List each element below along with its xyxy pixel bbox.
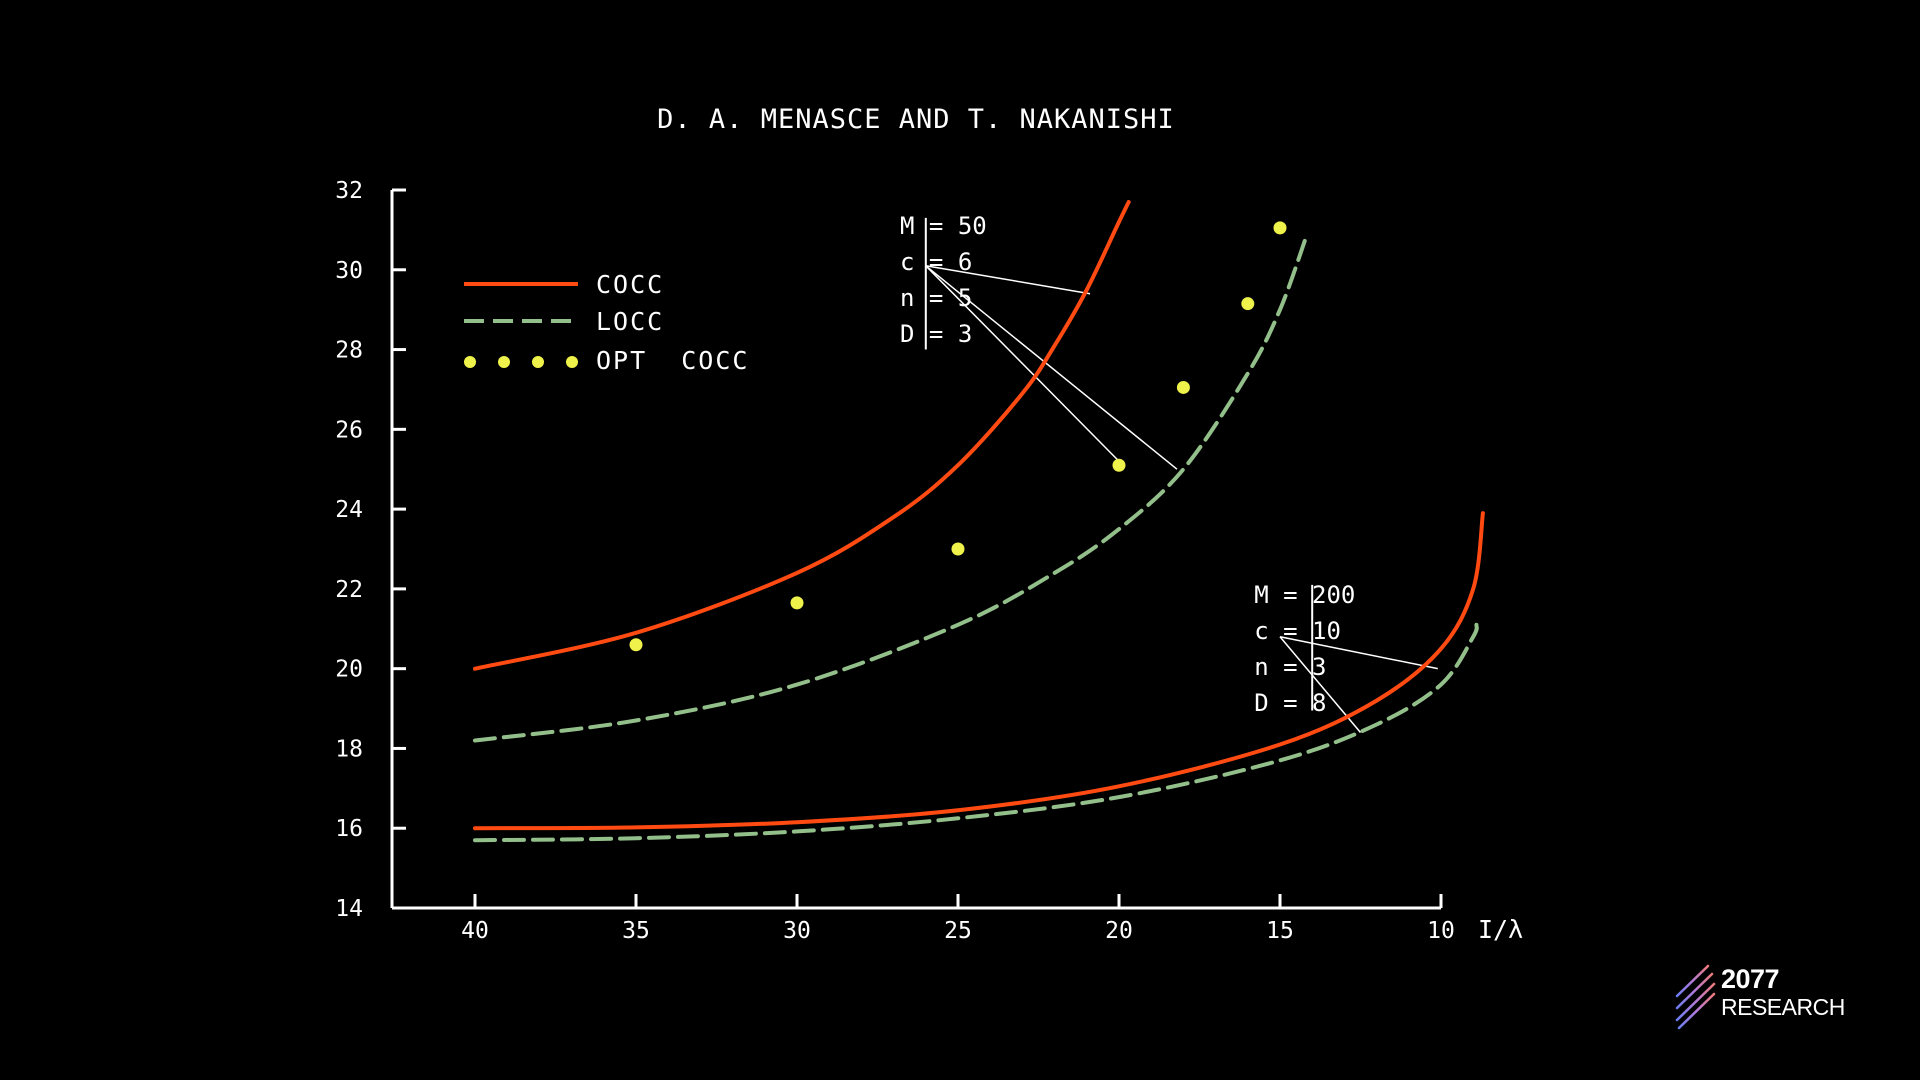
y-tick-label: 24 xyxy=(335,497,363,523)
annotation-leader xyxy=(925,265,1178,470)
annotation-text: M = 50 xyxy=(900,212,987,240)
annotation-leader xyxy=(925,265,1120,462)
cocc-m50-line xyxy=(473,200,1131,671)
legend-dot xyxy=(566,356,578,368)
locc-m200-line xyxy=(473,622,1479,843)
opt-cocc-point xyxy=(629,638,643,652)
legend-label: LOCC xyxy=(596,307,664,336)
cocc-m200-line xyxy=(473,511,1485,831)
annotation-text: D = 8 xyxy=(1254,689,1326,717)
annotation-text: D = 3 xyxy=(900,320,972,348)
series-lines xyxy=(473,200,1485,843)
annotation-text: n = 3 xyxy=(1254,653,1326,681)
annotation-text: M = 200 xyxy=(1254,581,1355,609)
x-tick-label: 10 xyxy=(1427,918,1455,944)
x-tick-label: 35 xyxy=(622,918,650,944)
y-tick-label: 18 xyxy=(335,736,363,762)
logo-stripes-icon xyxy=(1675,964,1716,1030)
legend: COCC LOCC OPT COCC xyxy=(464,270,749,375)
y-tick-label: 28 xyxy=(335,338,363,364)
annotation-text: n = 5 xyxy=(900,284,972,312)
legend-dot xyxy=(498,356,510,368)
opt-cocc-point xyxy=(1112,458,1126,472)
opt-cocc-point xyxy=(1176,380,1190,394)
x-tick-label: 20 xyxy=(1105,918,1133,944)
y-tick-label: 26 xyxy=(335,417,363,443)
y-tick-label: 30 xyxy=(335,258,363,284)
logo-number: 2077 xyxy=(1721,964,1780,994)
x-axis-label: I/λ xyxy=(1478,915,1523,944)
x-tick-label: 15 xyxy=(1266,918,1294,944)
y-tick-label: 22 xyxy=(335,577,363,603)
y-tick-label: 32 xyxy=(335,178,363,204)
x-tick-label: 40 xyxy=(461,918,489,944)
legend-dot xyxy=(464,356,476,368)
axes: 14 16 18 20 22 24 26 28 30 32 40 35 30 25 20 15 10 I/λ xyxy=(335,178,1523,944)
annotation-leader xyxy=(1279,636,1438,670)
x-tick-label: 25 xyxy=(944,918,972,944)
y-tick-label: 14 xyxy=(335,896,363,922)
annotation-leader xyxy=(925,265,1091,295)
legend-label: COCC xyxy=(596,270,664,299)
opt-cocc-point xyxy=(951,542,965,556)
legend-dot xyxy=(532,356,544,368)
chart-title: D. A. MENASCE AND T. NAKANISHI xyxy=(657,104,1175,135)
legend-label: OPT COCC xyxy=(596,346,749,375)
x-tick-label: 30 xyxy=(783,918,811,944)
brand-logo: 2077 RESEARCH xyxy=(1674,964,1845,1030)
y-tick-label: 16 xyxy=(335,816,363,842)
logo-name: RESEARCH xyxy=(1721,994,1845,1020)
series-points xyxy=(629,221,1287,652)
locc-m50-line xyxy=(473,235,1308,743)
opt-cocc-point xyxy=(790,596,804,610)
opt-cocc-point xyxy=(1273,221,1287,235)
opt-cocc-point xyxy=(1241,297,1255,311)
y-tick-label: 20 xyxy=(335,657,363,683)
